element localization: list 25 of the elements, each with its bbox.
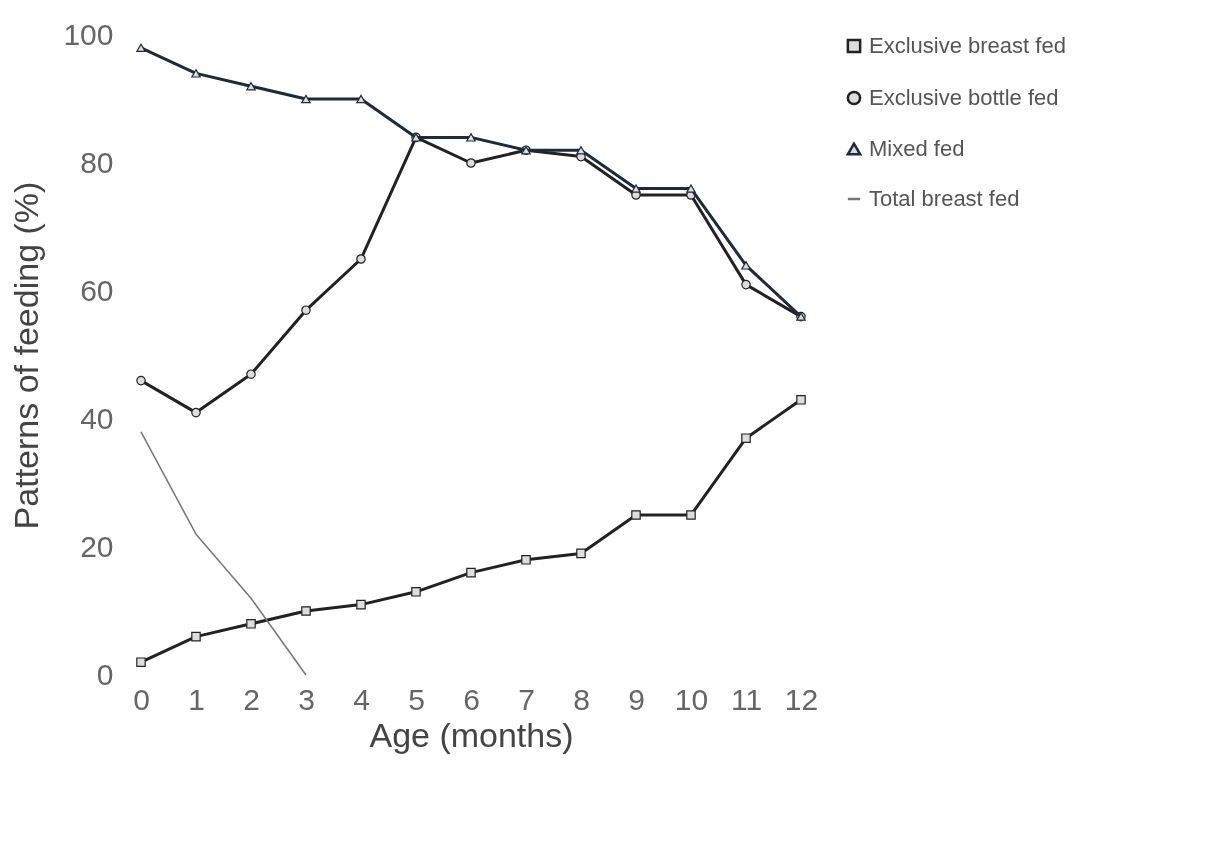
- x-tick-label: 6: [463, 682, 480, 716]
- y-tick-label: 80: [80, 145, 114, 179]
- x-tick-label: 4: [353, 682, 370, 716]
- y-tick-label: 60: [80, 273, 114, 307]
- legend-label: Exclusive breast fed: [869, 33, 1066, 58]
- y-tick-label: 100: [63, 17, 114, 51]
- x-tick-label: 3: [298, 682, 315, 716]
- x-tick-label: 9: [628, 682, 645, 716]
- y-tick-label: 40: [80, 401, 114, 435]
- y-tick-label: 0: [96, 657, 114, 691]
- x-tick-label: 2: [243, 682, 260, 716]
- x-axis-title: Age (months): [369, 715, 574, 754]
- y-tick-label: 20: [80, 529, 114, 563]
- y-axis-title: Patterns of feeding (%): [7, 181, 46, 530]
- legend-label: Total breast fed: [869, 186, 1020, 211]
- x-tick-label: 12: [784, 682, 819, 716]
- x-tick-label: 10: [674, 682, 709, 716]
- x-tick-label: 8: [573, 682, 590, 716]
- x-tick-label: 11: [730, 682, 763, 716]
- x-tick-label: 1: [188, 682, 205, 716]
- x-tick-label: 0: [133, 682, 150, 716]
- legend-label: Mixed fed: [869, 136, 965, 161]
- x-tick-label: 5: [408, 682, 425, 716]
- x-tick-label: 7: [518, 682, 535, 716]
- legend-label: Exclusive bottle fed: [869, 85, 1059, 110]
